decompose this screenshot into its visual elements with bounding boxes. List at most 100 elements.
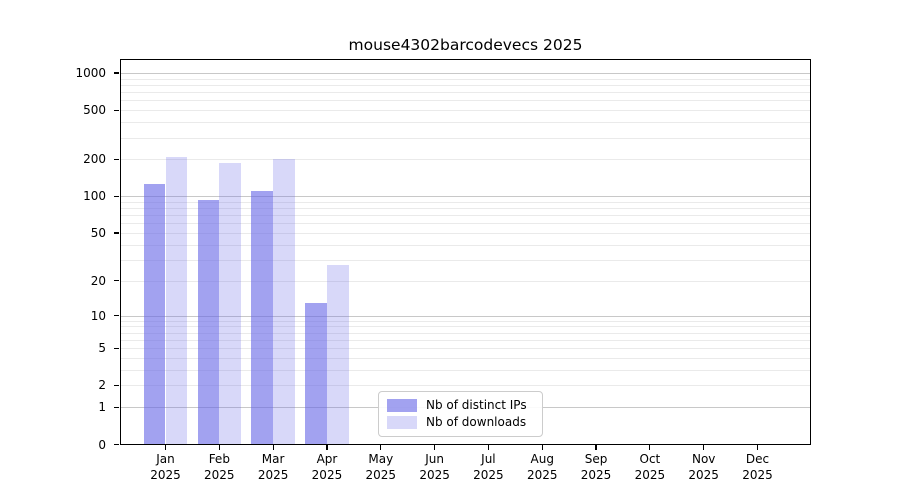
y-tick-label: 0: [98, 437, 106, 452]
y-grid-minor: [121, 244, 810, 246]
y-tick: [114, 72, 119, 74]
y-grid-minor: [121, 110, 810, 112]
y-tick: [114, 109, 119, 111]
x-tick-label: Apr 2025: [295, 452, 359, 483]
y-tick: [114, 280, 119, 282]
legend-item-downloads: Nb of downloads: [387, 415, 534, 430]
x-tick: [541, 445, 543, 450]
chart-title: mouse4302barcodevecs 2025: [348, 36, 583, 54]
x-tick: [434, 445, 436, 450]
x-tick-month: Aug: [530, 452, 554, 466]
y-tick: [114, 406, 119, 408]
y-tick: [114, 443, 119, 446]
x-tick-label: Feb 2025: [187, 452, 251, 483]
x-tick: [272, 445, 274, 450]
y-tick-label: 100: [83, 189, 106, 204]
x-tick-year: 2025: [526, 467, 558, 482]
y-grid-minor: [121, 357, 810, 359]
x-tick-label: Oct 2025: [618, 452, 682, 483]
legend-label-distinct-ips: Nb of distinct IPs: [426, 398, 527, 412]
x-tick-year: 2025: [257, 467, 289, 482]
y-grid-minor: [121, 385, 810, 387]
x-tick-year: 2025: [150, 467, 181, 482]
y-grid-minor: [121, 348, 810, 350]
x-tick-label: Sep 2025: [564, 452, 628, 483]
y-grid-major: [121, 315, 810, 317]
y-tick-label: 20: [90, 273, 106, 288]
y-tick: [114, 384, 119, 386]
x-tick: [380, 445, 382, 450]
y-grid-minor: [121, 332, 810, 334]
y-grid-minor: [121, 223, 810, 225]
y-tick-label: 200: [83, 152, 106, 167]
x-tick: [164, 445, 167, 450]
y-grid-minor: [121, 201, 810, 203]
x-tick: [756, 445, 759, 450]
bar-downloads: [219, 163, 242, 445]
y-grid-minor: [121, 208, 810, 210]
x-tick-year: 2025: [634, 467, 666, 482]
x-tick-month: Apr: [316, 452, 338, 466]
x-tick-year: 2025: [311, 467, 343, 482]
bar-distinct-ips: [197, 200, 220, 445]
y-grid-minor: [121, 339, 810, 341]
y-tick-label: 50: [90, 226, 106, 241]
y-grid-minor: [121, 280, 810, 282]
x-tick-month: Dec: [745, 452, 770, 466]
legend-swatch-distinct-ips: [387, 399, 417, 412]
y-tick-label: 500: [83, 103, 106, 118]
y-grid-minor: [121, 159, 810, 161]
y-tick: [114, 195, 119, 197]
x-tick: [703, 445, 705, 450]
x-tick-month: Jun: [425, 452, 444, 466]
y-tick: [114, 347, 119, 349]
x-tick-month: Jan: [156, 452, 175, 466]
y-tick-label: 1: [98, 400, 106, 415]
x-tick-year: 2025: [419, 467, 450, 482]
x-tick-label: Mar 2025: [241, 452, 305, 483]
y-grid-minor: [121, 233, 810, 235]
bar-distinct-ips: [305, 302, 327, 445]
x-tick-label: Jan 2025: [134, 452, 198, 483]
x-tick-month: May: [368, 452, 394, 466]
y-grid-minor: [121, 369, 810, 371]
y-grid-minor: [121, 100, 810, 102]
x-tick-year: 2025: [742, 467, 773, 482]
legend-swatch-downloads: [387, 416, 417, 429]
x-tick-label: Jul 2025: [456, 452, 520, 483]
y-tick: [114, 232, 119, 234]
x-tick: [487, 445, 489, 450]
y-grid-minor: [121, 122, 810, 124]
y-grid-minor: [121, 320, 810, 322]
x-tick-month: Oct: [639, 452, 661, 466]
x-tick-year: 2025: [365, 467, 397, 482]
x-tick-year: 2025: [580, 467, 612, 482]
x-tick-label: Jun 2025: [403, 452, 467, 483]
legend: Nb of distinct IPs Nb of downloads: [378, 391, 543, 437]
y-grid-minor: [121, 78, 810, 80]
y-tick: [114, 158, 119, 160]
x-tick-month: Mar: [261, 452, 285, 466]
y-grid-major: [121, 73, 810, 74]
x-tick-label: May 2025: [349, 452, 413, 483]
y-tick-label: 10: [90, 308, 106, 323]
x-tick-year: 2025: [204, 467, 235, 482]
x-tick-month: Jul: [481, 452, 496, 466]
bar-downloads: [326, 265, 349, 445]
y-grid-major: [121, 196, 810, 198]
x-tick: [326, 445, 328, 450]
x-tick-month: Sep: [584, 452, 608, 466]
y-grid-minor: [121, 92, 810, 94]
bar-downloads: [165, 156, 188, 445]
bar-downloads: [273, 158, 295, 445]
y-tick-label: 1000: [75, 66, 106, 80]
y-grid-minor: [121, 259, 810, 261]
y-grid-minor: [121, 137, 810, 139]
x-tick: [595, 445, 597, 450]
x-tick-year: 2025: [688, 467, 719, 482]
y-grid-minor: [121, 84, 810, 86]
y-tick: [114, 314, 119, 317]
y-tick-label: 5: [98, 341, 106, 356]
x-tick: [218, 445, 220, 450]
